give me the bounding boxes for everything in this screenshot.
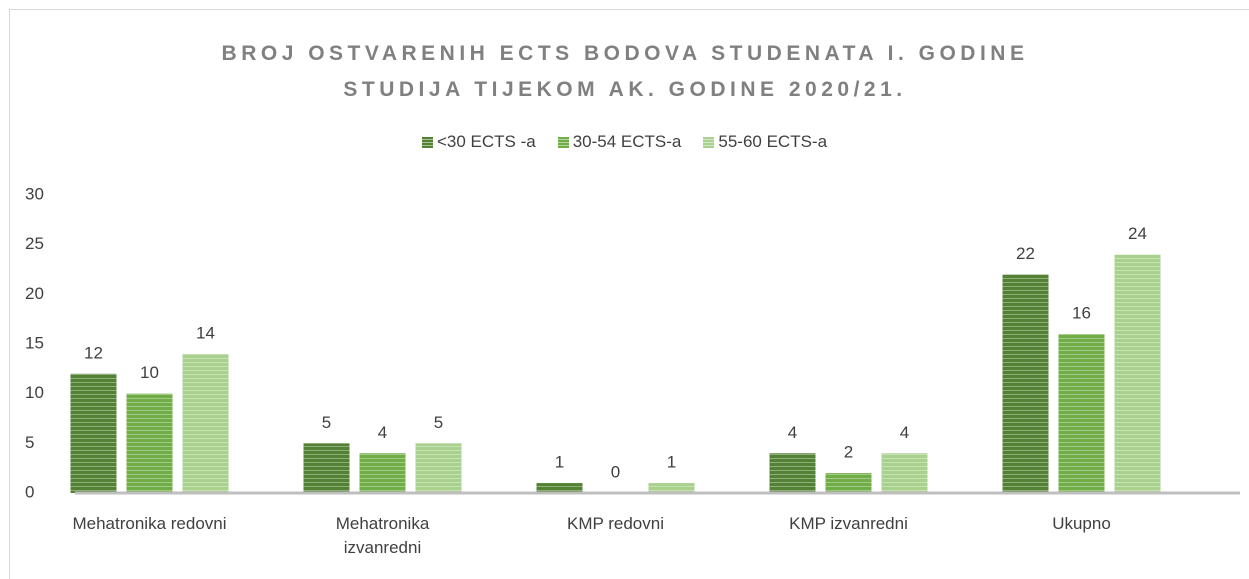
bar	[769, 453, 816, 493]
data-label: 22	[1016, 244, 1035, 263]
legend-label: 30-54 ECTS-a	[572, 132, 682, 151]
x-tick-label: Mehatronika izvanredni	[335, 514, 430, 557]
y-tick-label: 10	[25, 383, 44, 402]
data-label: 1	[555, 453, 564, 472]
legend-label: 55-60 ECTS-a	[718, 132, 828, 151]
legend-item: 55-60 ECTS-a	[703, 132, 827, 152]
legend-swatch	[557, 136, 569, 148]
data-label: 10	[140, 363, 159, 382]
data-label: 5	[322, 413, 331, 432]
bar	[70, 373, 117, 493]
data-label: 2	[844, 443, 853, 462]
data-label: 5	[434, 413, 443, 432]
bar	[303, 443, 350, 493]
bar	[359, 453, 406, 493]
bar	[1002, 274, 1049, 493]
y-tick-label: 0	[25, 482, 34, 501]
legend-item: 30-54 ECTS-a	[557, 132, 682, 152]
y-tick-label: 15	[25, 333, 44, 352]
chart-frame	[9, 9, 1249, 579]
x-tick-label: Mehatronika redovni	[72, 514, 227, 533]
data-label: 14	[196, 323, 215, 342]
bar	[648, 483, 695, 493]
bar	[1058, 334, 1105, 493]
legend-swatch	[421, 136, 433, 148]
data-label: 4	[900, 423, 909, 442]
data-label: 4	[378, 423, 387, 442]
y-tick-label: 30	[25, 184, 44, 203]
legend: <30 ECTS -a 30-54 ECTS-a 55-60 ECTS-a	[0, 132, 1249, 152]
data-label: 12	[84, 343, 103, 362]
y-tick-label: 5	[25, 433, 34, 452]
bar	[126, 393, 173, 493]
legend-item: <30 ECTS -a	[421, 132, 536, 152]
bar	[182, 353, 229, 493]
data-label: 0	[611, 462, 620, 481]
bar	[1114, 254, 1161, 493]
chart-title: BROJ OSTVARENIH ECTS BODOVA STUDENATA I.…	[221, 42, 1029, 101]
data-label: 16	[1072, 304, 1091, 323]
x-tick-label: Ukupno	[1052, 514, 1111, 533]
legend-swatch	[703, 136, 715, 148]
bar	[881, 453, 928, 493]
legend-label: <30 ECTS -a	[436, 132, 536, 151]
bar	[825, 473, 872, 493]
data-label: 4	[788, 423, 797, 442]
y-tick-label: 20	[25, 284, 44, 303]
bar	[536, 483, 583, 493]
data-label: 24	[1128, 224, 1147, 243]
x-tick-label: KMP izvanredni	[789, 514, 908, 533]
y-tick-label: 25	[25, 234, 44, 253]
x-tick-label: KMP redovni	[566, 514, 664, 533]
data-label: 1	[667, 453, 676, 472]
bar	[415, 443, 462, 493]
